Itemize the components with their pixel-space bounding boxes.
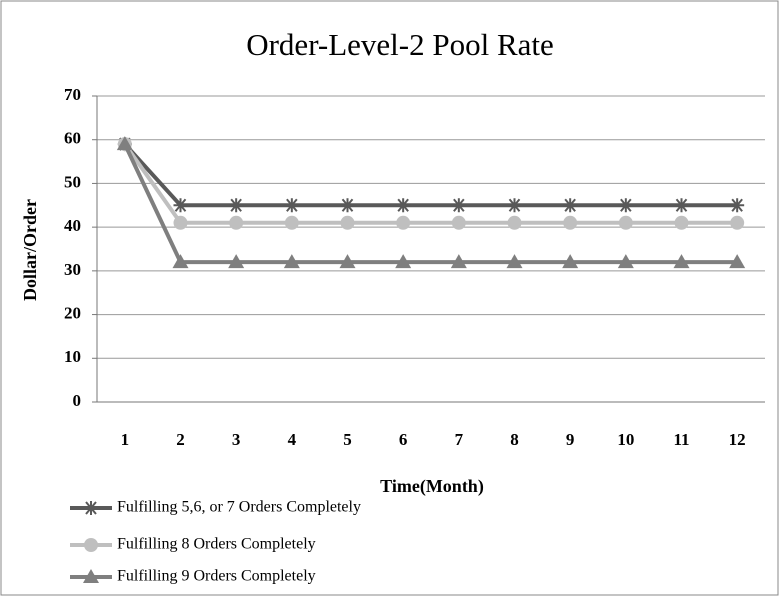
- marker: [730, 215, 745, 230]
- marker: [173, 215, 188, 230]
- y-tick-label: 20: [64, 303, 81, 322]
- marker: [84, 538, 98, 552]
- x-tick-label: 1: [121, 430, 130, 449]
- marker: [618, 215, 633, 230]
- x-tick-label: 5: [343, 430, 352, 449]
- y-axis-label: Dollar/Order: [20, 199, 40, 301]
- x-tick-label: 9: [566, 430, 575, 449]
- x-tick-label: 10: [617, 430, 634, 449]
- marker: [173, 198, 188, 213]
- marker: [84, 501, 98, 515]
- y-tick-label: 10: [64, 347, 81, 366]
- marker: [283, 254, 300, 269]
- marker: [228, 254, 245, 269]
- marker: [563, 215, 578, 230]
- marker: [83, 569, 99, 583]
- marker: [506, 254, 523, 269]
- y-tick-label: 70: [64, 85, 81, 104]
- marker: [340, 215, 355, 230]
- x-tick-label: 8: [510, 430, 519, 449]
- marker: [451, 198, 466, 213]
- chart-title: Order-Level-2 Pool Rate: [246, 27, 554, 62]
- marker: [396, 215, 411, 230]
- marker: [284, 215, 299, 230]
- x-tick-label: 6: [399, 430, 408, 449]
- y-tick-label: 60: [64, 129, 81, 148]
- marker: [563, 198, 578, 213]
- series-line: [123, 143, 738, 265]
- x-tick-label: 3: [232, 430, 241, 449]
- marker: [507, 215, 522, 230]
- y-tick-label: 50: [64, 172, 81, 191]
- marker: [229, 198, 244, 213]
- marker: [396, 198, 411, 213]
- marker: [172, 254, 189, 269]
- y-tick-label: 0: [73, 391, 82, 410]
- series-line: [123, 142, 738, 225]
- marker: [450, 254, 467, 269]
- legend-entry: Fulfilling 9 Orders Completely: [70, 568, 316, 585]
- series-line: [123, 142, 738, 208]
- legend-entry: Fulfilling 5,6, or 7 Orders Completely: [70, 499, 361, 516]
- marker: [562, 254, 579, 269]
- x-tick-label: 2: [176, 430, 185, 449]
- marker: [673, 254, 690, 269]
- x-tick-label: 11: [673, 430, 689, 449]
- marker: [451, 215, 466, 230]
- marker: [229, 215, 244, 230]
- x-tick-label: 12: [729, 430, 746, 449]
- legend-label: Fulfilling 9 Orders Completely: [117, 568, 316, 585]
- marker: [339, 254, 356, 269]
- marker: [729, 254, 746, 269]
- marker: [674, 198, 689, 213]
- legend-label: Fulfilling 8 Orders Completely: [117, 536, 316, 553]
- marker: [730, 198, 745, 213]
- y-tick-label: 30: [64, 260, 81, 279]
- marker: [395, 254, 412, 269]
- marker: [617, 254, 634, 269]
- x-tick-label: 7: [455, 430, 464, 449]
- legend-label: Fulfilling 5,6, or 7 Orders Completely: [117, 499, 361, 516]
- y-tick-label: 40: [64, 216, 81, 235]
- x-tick-label: 4: [288, 430, 297, 449]
- marker: [116, 136, 133, 151]
- x-axis-label: Time(Month): [380, 476, 484, 497]
- marker: [284, 198, 299, 213]
- marker: [618, 198, 633, 213]
- marker: [340, 198, 355, 213]
- marker: [507, 198, 522, 213]
- legend-entry: Fulfilling 8 Orders Completely: [70, 536, 316, 553]
- marker: [674, 215, 689, 230]
